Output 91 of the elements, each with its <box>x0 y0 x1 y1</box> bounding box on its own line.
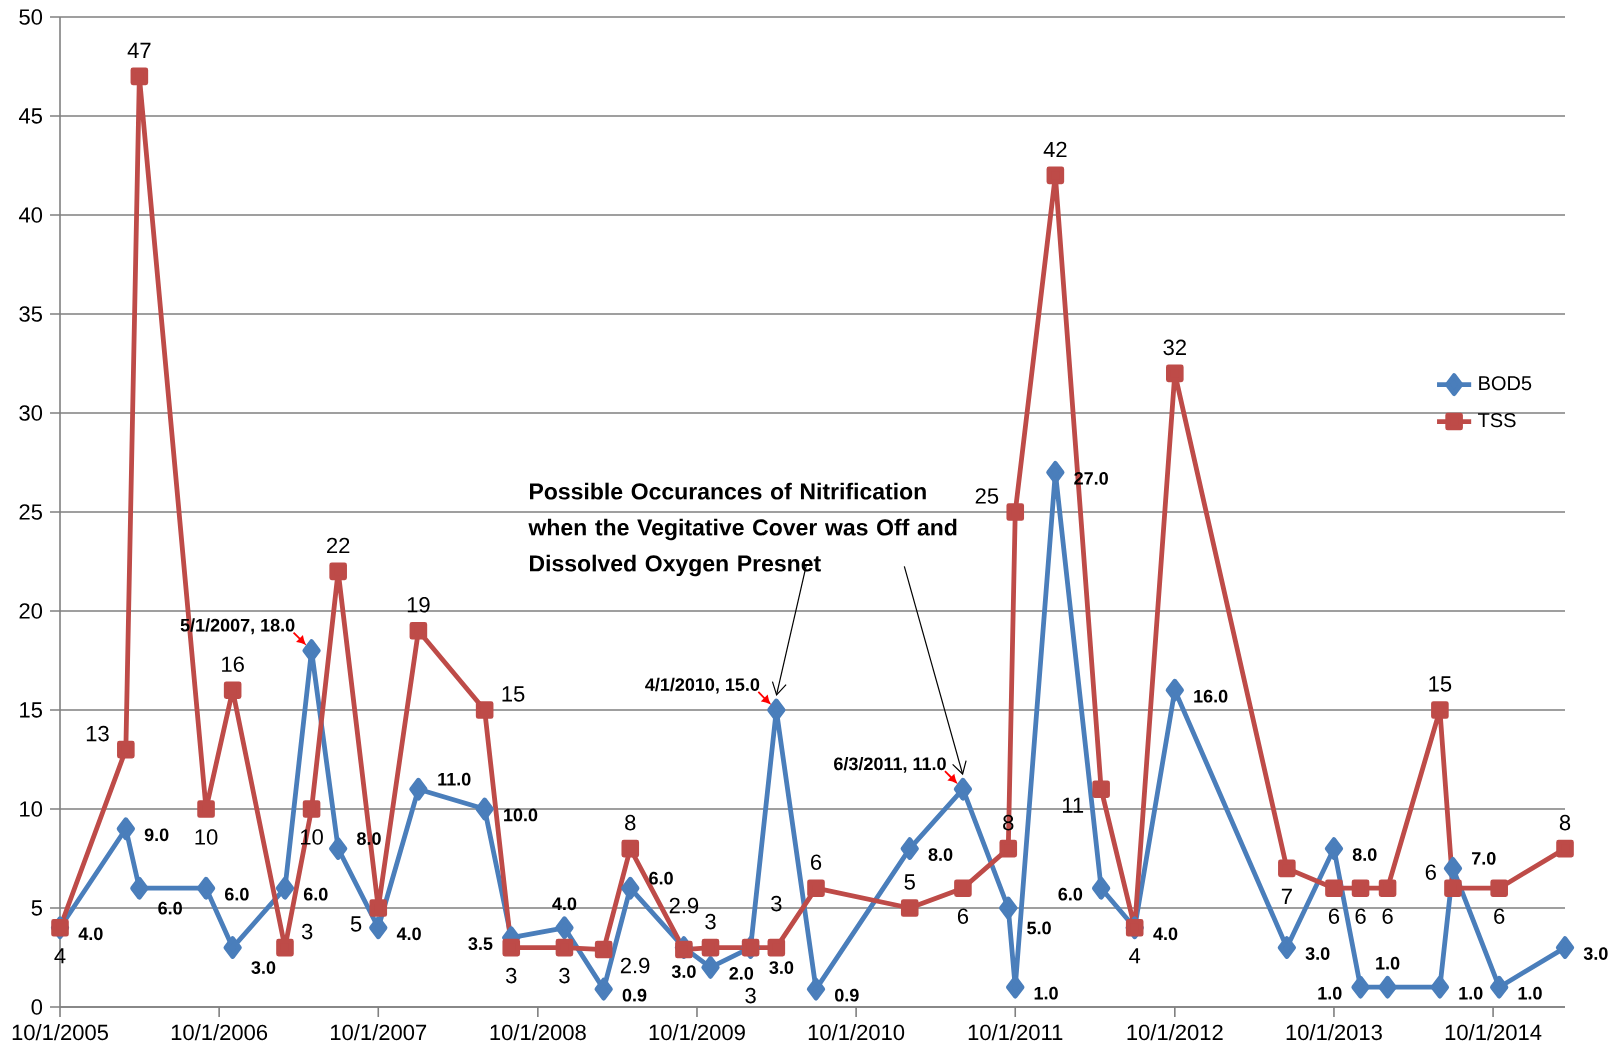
data-label: 5.0 <box>1027 921 1051 935</box>
data-label: 15 <box>1429 676 1452 692</box>
data-label: 4.0 <box>78 927 103 941</box>
data-label: 6 <box>1382 908 1393 924</box>
data-label: 6.0 <box>1058 887 1083 901</box>
data-label: 6 <box>1494 908 1505 924</box>
data-label: 3.0 <box>1305 947 1330 960</box>
data-label: 8.0 <box>1352 848 1377 861</box>
y-tick-label: 40 <box>18 207 43 223</box>
y-tick-label: 0 <box>31 999 43 1015</box>
data-label: 16 <box>222 656 244 672</box>
data-label: 8 <box>1559 814 1571 831</box>
data-label: 2.9 <box>620 957 650 974</box>
data-label: 11 <box>1062 797 1084 813</box>
data-label: 47 <box>127 42 151 58</box>
data-label: 25 <box>975 488 999 504</box>
legend-label: BOD5 <box>1479 376 1532 391</box>
data-label: 3.0 <box>1583 947 1608 960</box>
data-label: 6 <box>957 908 969 924</box>
y-tick-label: 50 <box>19 9 43 25</box>
x-tick-label: 10/1/2011 <box>968 1024 1063 1041</box>
annotation: Possible Occurances of Nitrification when the Vegitative Cover was Off and Dissolved Oxygen Presnet <box>528 482 957 577</box>
data-label: 6.0 <box>303 887 328 901</box>
data-label: 4.0 <box>396 927 421 941</box>
y-tick-label: 15 <box>20 702 42 718</box>
data-label: 0.9 <box>622 988 647 1002</box>
data-label: 3 <box>301 923 313 940</box>
data-label: 8 <box>625 814 636 831</box>
data-label: 8.0 <box>928 848 953 861</box>
data-label: 7.0 <box>1472 852 1496 865</box>
data-label: 6.0 <box>225 887 249 901</box>
data-label: 11.0 <box>438 772 471 786</box>
data-label: 1.0 <box>1318 986 1342 1000</box>
data-label: 3.0 <box>251 961 276 974</box>
data-label: 9.0 <box>144 828 169 842</box>
y-tick-label: 30 <box>19 405 43 421</box>
x-tick-label: 10/1/2005 <box>12 1024 108 1041</box>
y-tick-label: 10 <box>20 801 43 817</box>
data-label: 0.9 <box>835 988 859 1002</box>
data-label: 15 <box>502 686 525 702</box>
x-tick-label: 10/1/2014 <box>1445 1024 1542 1041</box>
x-tick-label: 10/1/2012 <box>1127 1024 1223 1041</box>
data-label: 3 <box>705 913 716 930</box>
data-label: 3 <box>745 987 756 1004</box>
y-tick-label: 25 <box>19 504 42 520</box>
x-tick-label: 10/1/2008 <box>490 1024 586 1041</box>
data-label: 1.0 <box>1376 956 1400 970</box>
annotation: 6/3/2011, 11.0 <box>834 756 946 773</box>
data-label: 32 <box>1163 339 1186 356</box>
data-label: 10 <box>195 829 218 845</box>
data-label: 4.0 <box>1153 927 1178 941</box>
x-tick-label: 10/1/2013 <box>1286 1024 1382 1041</box>
data-label: 16.0 <box>1194 689 1228 703</box>
data-label: 4 <box>54 948 66 964</box>
data-label: 1.0 <box>1518 986 1542 1000</box>
data-label: 42 <box>1043 141 1067 158</box>
x-tick-label: 10/1/2006 <box>171 1024 268 1041</box>
data-label: 5 <box>350 916 362 932</box>
data-label: 3.5 <box>468 937 493 951</box>
data-label: 2.0 <box>729 967 754 980</box>
y-tick-label: 45 <box>18 108 42 124</box>
data-label: 3 <box>559 967 570 984</box>
y-tick-label: 35 <box>19 306 42 322</box>
data-label: 3 <box>771 895 782 912</box>
legend-label: TSS <box>1478 413 1516 428</box>
annotation: 4/1/2010, 15.0 <box>645 677 760 694</box>
data-label: 6.0 <box>649 871 673 885</box>
data-label: 5 <box>904 874 915 890</box>
y-tick-label: 20 <box>19 603 43 619</box>
data-label: 6 <box>1425 864 1436 880</box>
x-tick-label: 10/1/2007 <box>331 1024 427 1041</box>
data-label: 3 <box>505 967 517 984</box>
data-label: 3.0 <box>769 961 794 974</box>
data-label: 13 <box>86 725 109 742</box>
data-label: 2.9 <box>669 897 699 914</box>
x-tick-label: 10/1/2009 <box>649 1024 745 1041</box>
data-label: 1.0 <box>1034 986 1058 1000</box>
data-label: 7 <box>1281 888 1292 904</box>
x-tick-label: 10/1/2010 <box>808 1024 905 1041</box>
data-label: 4.0 <box>552 897 577 911</box>
data-label: 4 <box>1129 948 1141 964</box>
data-label: 6 <box>1355 908 1366 924</box>
y-tick-label: 5 <box>31 900 42 916</box>
data-label: 6.0 <box>158 901 182 915</box>
data-label: 10.0 <box>504 808 538 822</box>
data-label: 3.0 <box>671 965 696 978</box>
data-label: 19 <box>407 597 430 613</box>
data-label: 1.0 <box>1459 986 1483 1000</box>
data-label: 6 <box>811 854 822 870</box>
data-label: 22 <box>327 537 350 554</box>
data-label: 6 <box>1328 908 1340 924</box>
